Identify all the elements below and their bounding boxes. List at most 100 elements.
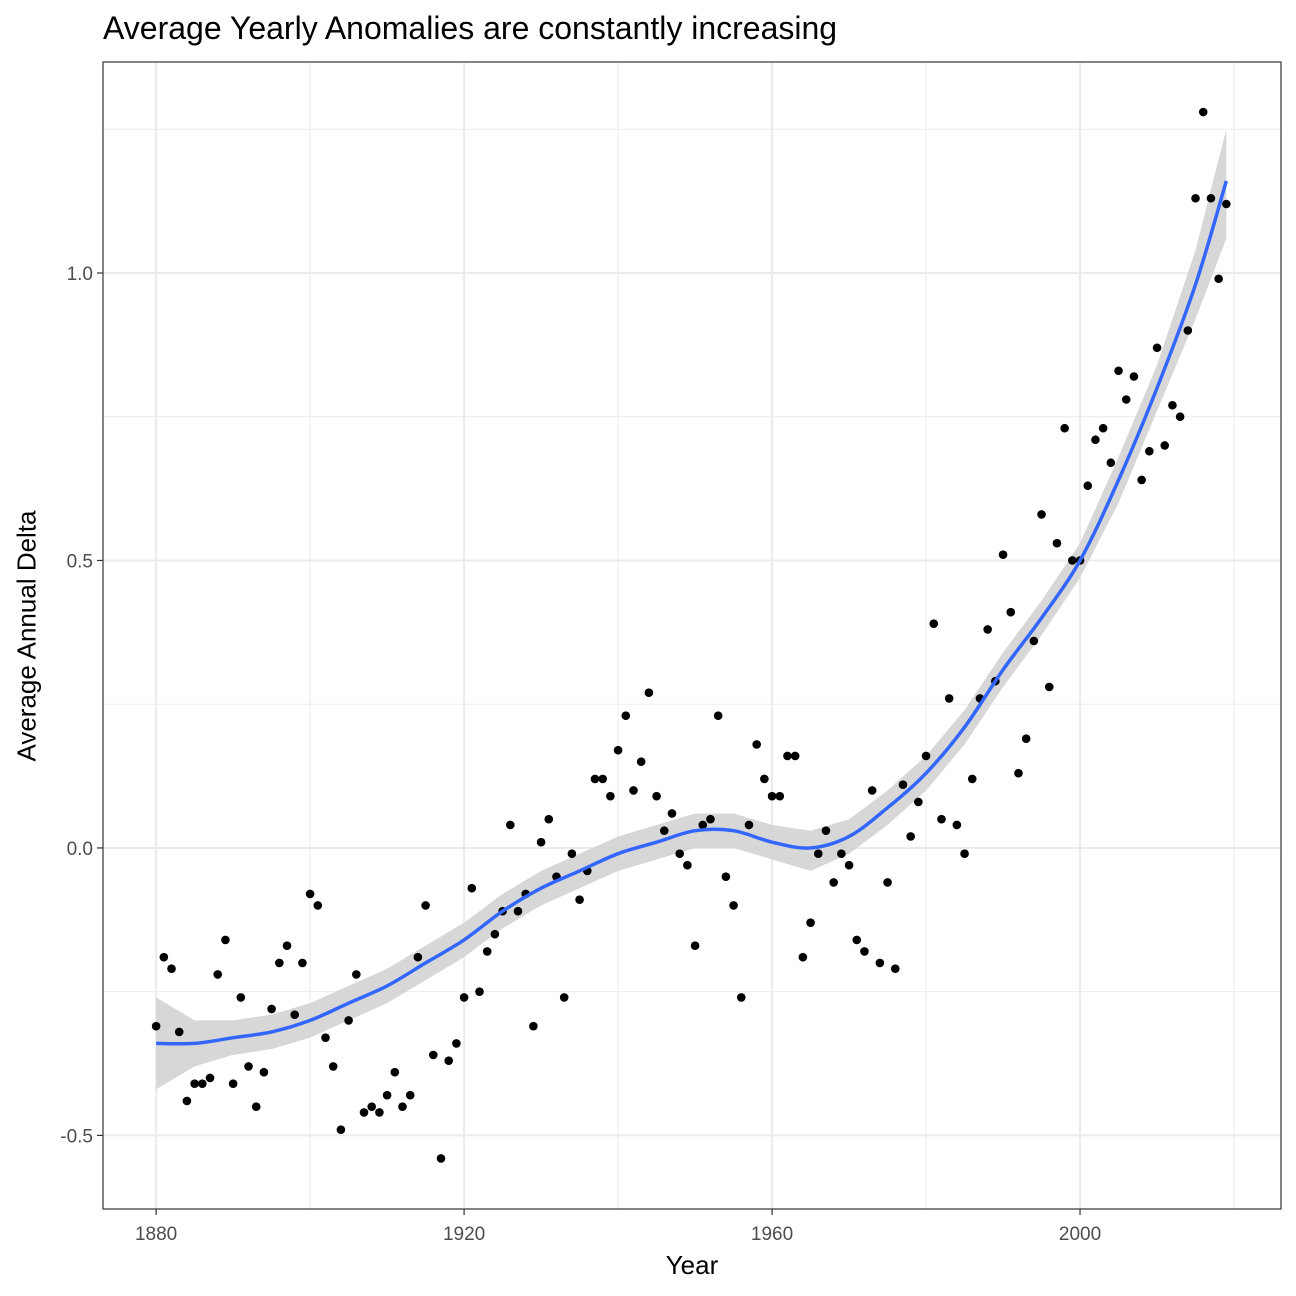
data-point — [1129, 372, 1139, 381]
axis-ticks: 1880 1920 1960 2000 -0.5 0.0 0.5 1.0 — [60, 264, 1101, 1245]
data-point — [906, 832, 915, 841]
data-point — [621, 711, 631, 721]
data-point — [505, 820, 515, 830]
y-axis-label: Average Annual Delta — [11, 510, 42, 762]
data-point — [405, 1090, 415, 1100]
data-point — [536, 837, 546, 847]
data-point — [736, 993, 746, 1002]
data-point — [475, 987, 484, 996]
data-point — [1121, 395, 1131, 404]
data-point — [1137, 475, 1146, 485]
data-point — [921, 751, 931, 761]
data-point — [190, 1079, 199, 1088]
data-point — [544, 814, 554, 824]
x-tick-label: 1960 — [751, 1224, 793, 1245]
data-point — [228, 1079, 238, 1088]
plot-border — [102, 61, 1282, 1210]
data-point — [1006, 607, 1016, 617]
data-point — [898, 780, 908, 789]
data-point — [236, 993, 246, 1002]
data-point — [352, 970, 361, 979]
data-point — [529, 1021, 538, 1031]
data-point — [659, 826, 669, 835]
data-point — [813, 849, 823, 858]
data-point — [713, 711, 723, 721]
data-point — [567, 849, 577, 858]
data-point — [1091, 435, 1100, 445]
data-point — [760, 774, 769, 784]
data-point — [683, 860, 692, 870]
data-point — [1175, 412, 1185, 422]
data-point — [359, 1108, 369, 1117]
data-point — [467, 883, 477, 893]
data-point — [1222, 199, 1231, 209]
data-point — [413, 952, 423, 962]
data-point — [1214, 274, 1223, 284]
data-point — [944, 694, 954, 703]
data-point — [167, 964, 176, 973]
data-point — [444, 1056, 454, 1065]
data-point — [282, 941, 292, 950]
data-point — [775, 791, 785, 801]
data-point — [798, 952, 808, 962]
data-point — [1114, 366, 1123, 376]
y-tick-label: 1.0 — [67, 264, 93, 285]
data-point — [490, 929, 500, 939]
data-point — [1029, 636, 1039, 646]
data-point — [328, 1062, 338, 1071]
data-point — [767, 791, 777, 801]
data-point — [1160, 441, 1170, 450]
data-point — [721, 872, 731, 881]
data-point — [205, 1073, 215, 1083]
y-tick-label: 0.5 — [67, 551, 93, 572]
data-point — [706, 814, 715, 824]
data-point — [336, 1125, 346, 1134]
data-point — [159, 952, 169, 962]
data-point — [606, 791, 615, 801]
data-point — [375, 1108, 384, 1117]
data-point — [1191, 193, 1200, 203]
data-point — [644, 688, 654, 698]
data-point — [1206, 193, 1216, 203]
data-point — [1198, 107, 1208, 117]
data-point — [275, 958, 284, 968]
data-point — [313, 901, 323, 910]
data-point — [198, 1079, 207, 1088]
data-point — [783, 751, 792, 761]
data-point — [398, 1102, 407, 1111]
smooth-line — [156, 180, 1229, 1046]
data-point — [806, 918, 815, 927]
x-tick-label: 2000 — [1059, 1224, 1101, 1245]
data-point — [790, 751, 800, 761]
x-tick-label: 1880 — [135, 1224, 177, 1245]
data-point — [744, 820, 754, 830]
data-point — [482, 947, 492, 956]
data-point — [298, 958, 307, 968]
data-point — [837, 849, 846, 858]
data-point — [698, 820, 708, 830]
data-point — [174, 1027, 184, 1037]
data-point — [875, 958, 885, 968]
data-point — [459, 993, 469, 1002]
data-point — [590, 774, 600, 784]
data-point — [1021, 734, 1031, 744]
data-point — [1098, 423, 1108, 433]
data-point — [729, 901, 738, 910]
data-point — [1183, 326, 1193, 335]
data-point — [251, 1102, 261, 1111]
data-point — [182, 1096, 192, 1106]
data-point — [213, 970, 223, 979]
data-point — [151, 1021, 161, 1031]
data-point — [690, 941, 700, 950]
data-point — [1168, 400, 1177, 410]
data-point — [244, 1062, 253, 1071]
data-point — [559, 993, 569, 1002]
data-point — [390, 1067, 400, 1077]
data-point — [305, 889, 315, 899]
data-point — [860, 947, 869, 956]
data-point — [1083, 481, 1093, 491]
data-point — [382, 1090, 392, 1100]
y-tick-label: 0.0 — [67, 839, 93, 860]
data-point — [436, 1154, 446, 1163]
